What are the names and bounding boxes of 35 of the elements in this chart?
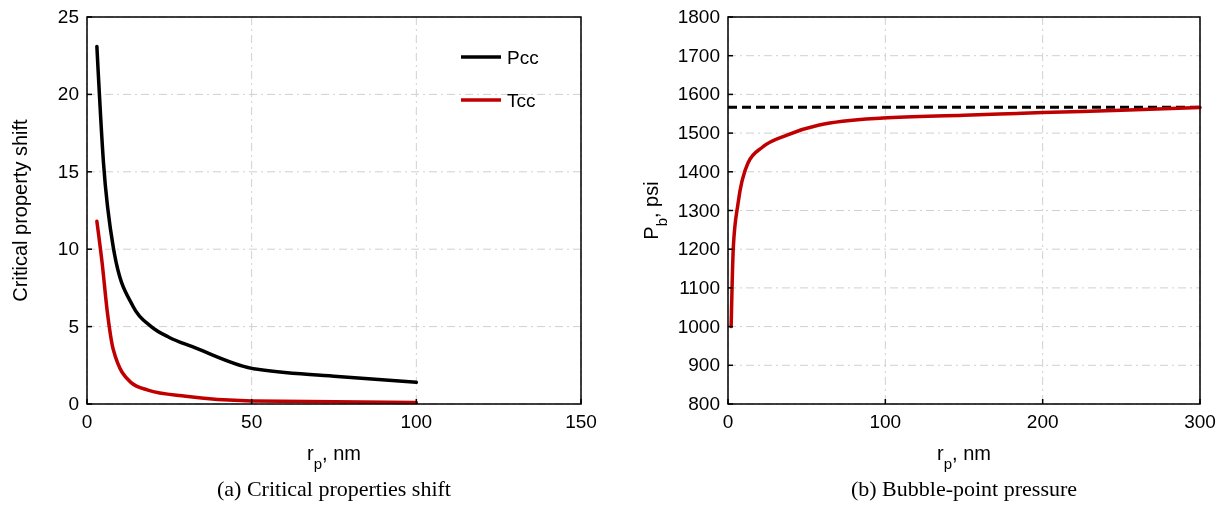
y-tick-label: 10 <box>57 238 79 260</box>
y-tick-label: 1400 <box>677 160 720 182</box>
y-tick-label: 800 <box>688 393 720 414</box>
x-tick-label: 50 <box>241 411 263 432</box>
x-tick-label: 0 <box>722 411 734 432</box>
line-series <box>95 44 419 385</box>
y-tick-label: 1300 <box>677 199 720 221</box>
y-tick-label: 20 <box>57 83 79 105</box>
x-tick-label: 200 <box>1026 411 1059 432</box>
y-tick-label: 5 <box>68 315 79 337</box>
y-tick-label: 1500 <box>677 122 720 144</box>
x-tick-label: 0 <box>81 411 93 432</box>
legend-label: Pcc <box>507 47 539 68</box>
x-axis-title: r$_{p}$, nm <box>937 442 991 472</box>
text: (a) Critical properties shift <box>217 476 451 501</box>
line-series <box>95 219 419 405</box>
x-tick-label: 100 <box>400 411 433 432</box>
line-series <box>729 105 1202 329</box>
text: (b) Bubble-point pressure <box>850 476 1078 501</box>
x-axis-title: r$_{p}$, nm <box>307 442 361 472</box>
y-tick-label: 900 <box>688 354 720 376</box>
y-tick-label: 1200 <box>677 238 720 260</box>
legend-label: Tcc <box>507 90 536 111</box>
y-tick-label: 1600 <box>677 83 720 105</box>
y-tick-label: 25 <box>57 6 79 27</box>
x-tick-label: 100 <box>869 411 902 432</box>
y-axis-title: Critical property shift <box>9 118 31 302</box>
x-tick-label: 150 <box>565 411 597 432</box>
y-tick-label: 1000 <box>677 315 720 337</box>
x-tick-label: 300 <box>1184 411 1216 432</box>
y-tick-label: 1800 <box>677 6 720 27</box>
y-tick-label: 0 <box>68 393 79 414</box>
y-tick-label: 1100 <box>679 276 720 298</box>
y-tick-label: 15 <box>57 160 79 182</box>
y-tick-label: 1700 <box>677 44 720 66</box>
